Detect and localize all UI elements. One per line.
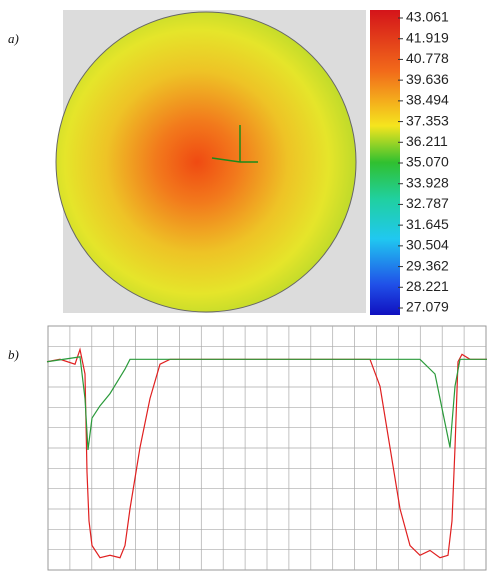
panel-label: b) — [8, 347, 19, 362]
heatmap-disc — [55, 11, 357, 313]
panel-label: a) — [8, 31, 19, 46]
colorbar-tick-label: 32.787 — [406, 195, 449, 211]
colorbar-tick-label: 36.211 — [406, 133, 448, 149]
colorbar-tick-label: 43.061 — [406, 9, 449, 25]
colorbar-tick-label: 27.079 — [406, 299, 449, 315]
colorbar-tick-label: 40.778 — [406, 50, 449, 66]
colorbar-tick-label: 33.928 — [406, 174, 449, 190]
colorbar-tick-label: 41.919 — [406, 29, 449, 45]
colorbar-tick-label: 31.645 — [406, 216, 449, 232]
series-line — [46, 356, 487, 451]
colorbar-tick-label: 38.494 — [406, 92, 449, 108]
colorbar-tick-label: 37.353 — [406, 112, 449, 128]
colorbar-tick-label: 35.070 — [406, 154, 449, 170]
colorbar-tick-label: 28.221 — [406, 278, 449, 294]
colorbar — [370, 10, 400, 315]
colorbar-tick-label: 30.504 — [406, 237, 449, 253]
colorbar-tick-label: 39.636 — [406, 71, 449, 87]
colorbar-tick-label: 29.362 — [406, 257, 449, 273]
axis-triad — [211, 125, 258, 163]
